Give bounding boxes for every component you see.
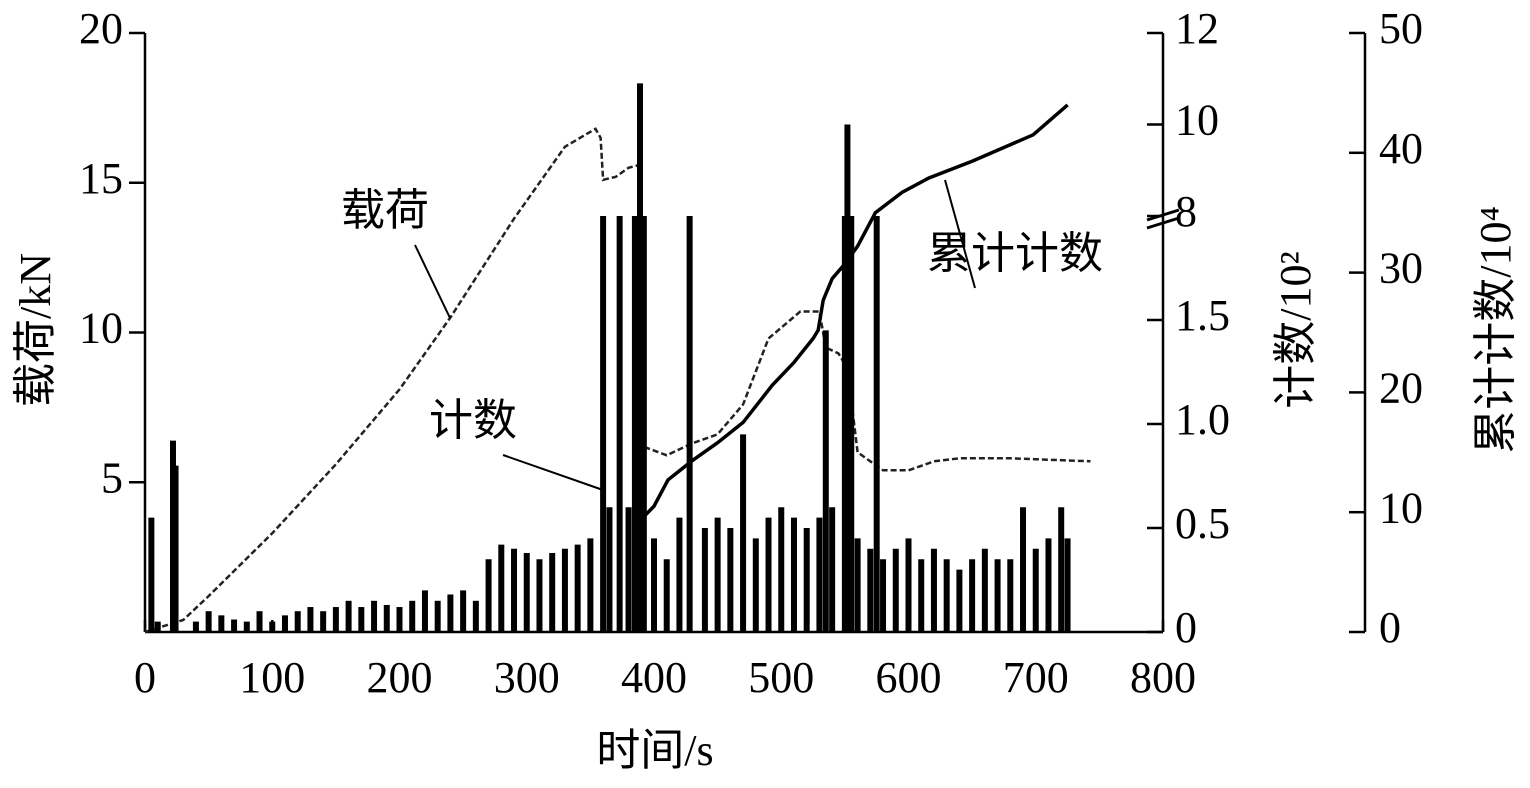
leader-line bbox=[414, 244, 451, 319]
y3-tick-label: 0 bbox=[1379, 603, 1401, 652]
x-tick-label: 200 bbox=[367, 653, 433, 702]
y2-tick-label: 8 bbox=[1175, 187, 1197, 236]
y2-tick-label: 0 bbox=[1175, 603, 1197, 652]
y3-tick-label: 20 bbox=[1379, 363, 1423, 412]
y-axis-title: 载荷/kN bbox=[11, 253, 60, 407]
y3-axis-title: 累计计数/10⁴ bbox=[1471, 206, 1520, 454]
x-axis-title: 时间/s bbox=[596, 726, 713, 775]
series-label: 计数 bbox=[429, 396, 517, 445]
y2-tick-label: 0.5 bbox=[1175, 499, 1230, 548]
x-tick-label: 100 bbox=[239, 653, 305, 702]
series-label: 累计计数 bbox=[927, 229, 1103, 278]
leader-line bbox=[502, 454, 604, 491]
x-tick-label: 800 bbox=[1130, 653, 1196, 702]
y2-tick-label: 10 bbox=[1175, 96, 1219, 145]
leader-line bbox=[944, 179, 976, 289]
series-label: 载荷 bbox=[341, 186, 429, 235]
y-tick-label: 10 bbox=[79, 304, 123, 353]
x-tick-label: 700 bbox=[1003, 653, 1069, 702]
y-tick-label: 20 bbox=[79, 4, 123, 53]
y-tick-label: 15 bbox=[79, 154, 123, 203]
y2-tick-label: 12 bbox=[1175, 4, 1219, 53]
series-line bbox=[144, 127, 1091, 634]
y2-tick-label: 1.5 bbox=[1175, 291, 1230, 340]
x-tick-label: 400 bbox=[621, 653, 687, 702]
y3-tick-label: 50 bbox=[1379, 4, 1423, 53]
series-line bbox=[638, 103, 1069, 522]
y3-tick-label: 40 bbox=[1379, 124, 1423, 173]
y2-axis-title: 计数/10² bbox=[1271, 251, 1320, 408]
x-tick-label: 600 bbox=[876, 653, 942, 702]
y3-tick-label: 10 bbox=[1379, 483, 1423, 532]
y3-tick-label: 30 bbox=[1379, 244, 1423, 293]
x-tick-label: 500 bbox=[748, 653, 814, 702]
y-tick-label: 5 bbox=[101, 453, 123, 502]
x-tick-label: 300 bbox=[494, 653, 560, 702]
y2-tick-label: 1.0 bbox=[1175, 395, 1230, 444]
x-tick-label: 0 bbox=[134, 653, 156, 702]
